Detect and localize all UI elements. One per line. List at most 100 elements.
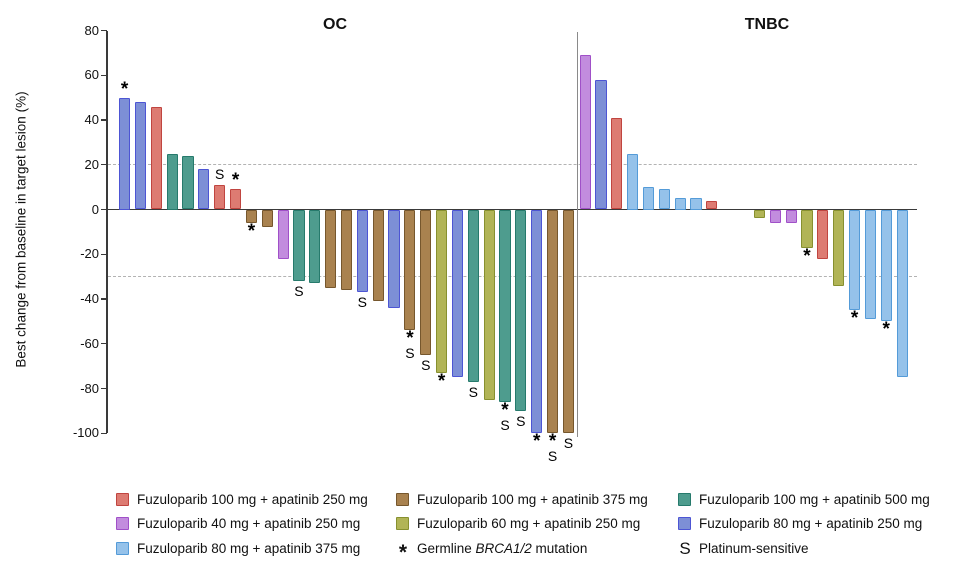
- legend-item: Fuzuloparib 80 mg + apatinib 250 mg: [678, 512, 922, 536]
- bar: [690, 198, 702, 210]
- bar: [658, 189, 670, 210]
- bar: [420, 209, 432, 355]
- bar: [753, 209, 766, 219]
- bar: [562, 209, 574, 434]
- reference-line: [108, 164, 917, 166]
- platinum-symbol: S: [679, 538, 691, 558]
- platinum-sensitive-marker: S: [405, 345, 415, 362]
- bar: [595, 79, 607, 210]
- y-axis-tick: [100, 387, 107, 390]
- brca-mutation-marker: *: [501, 399, 509, 421]
- y-axis-tick-label: -20: [80, 246, 99, 262]
- bar: [404, 209, 416, 331]
- legend-item: * Germline BRCA1/2 mutation: [396, 536, 588, 564]
- y-axis-tick: [100, 164, 107, 166]
- bar: [166, 153, 178, 210]
- bar: [214, 184, 226, 210]
- legend-item: Fuzuloparib 100 mg + apatinib 375 mg: [396, 487, 648, 511]
- brca-mutation-marker: *: [120, 78, 129, 100]
- bar: [467, 209, 479, 382]
- bar: [436, 209, 448, 373]
- bar: [515, 209, 527, 411]
- y-axis-tick-label: 0: [91, 201, 99, 217]
- y-axis-line: [106, 30, 108, 434]
- platinum-sensitive-marker: S: [516, 412, 526, 429]
- y-axis-tick: [100, 298, 107, 300]
- asterisk-symbol: *: [398, 541, 408, 564]
- legend-label: Fuzuloparib 40 mg + apatinib 250 mg: [137, 516, 361, 531]
- platinum-sensitive-marker: S: [500, 416, 510, 433]
- legend-swatch: [678, 492, 691, 506]
- legend-label: Fuzuloparib 80 mg + apatinib 250 mg: [699, 516, 923, 531]
- legend-label: Germline BRCA1/2 mutation: [417, 540, 588, 556]
- bar: [880, 209, 892, 322]
- bar: [546, 209, 559, 434]
- legend-label: Fuzuloparib 100 mg + apatinib 375 mg: [417, 491, 648, 507]
- platinum-sensitive-marker: S: [357, 294, 368, 311]
- y-axis-tick-label: -80: [80, 380, 99, 396]
- y-axis-tick: [100, 253, 107, 255]
- brca-mutation-marker: *: [882, 319, 890, 341]
- bar: [198, 169, 210, 210]
- y-axis-tick-label: -60: [80, 335, 99, 351]
- legend-item: Fuzuloparib 40 mg + apatinib 250 mg: [116, 512, 360, 536]
- legend-item: Fuzuloparib 100 mg + apatinib 500 mg: [678, 487, 930, 511]
- bar: [785, 209, 797, 223]
- legend-item: Fuzuloparib 100 mg + apatinib 250 mg: [116, 487, 368, 511]
- brca-mutation-marker: *: [548, 431, 557, 453]
- y-axis-tick-label: 80: [84, 22, 99, 38]
- bar: [229, 189, 242, 210]
- bar: [706, 200, 718, 210]
- legend-label: Fuzuloparib 80 mg + apatinib 375 mg: [137, 540, 361, 556]
- bar: [388, 209, 400, 308]
- y-axis-tick-label: -40: [80, 291, 99, 306]
- bar: [627, 153, 639, 210]
- brca-mutation-marker: *: [247, 220, 256, 242]
- platinum-sensitive-marker: S: [421, 356, 431, 373]
- bar: [579, 55, 591, 210]
- legend-label: Platinum-sensitive: [699, 540, 809, 556]
- bar: [674, 198, 686, 210]
- bar: [119, 97, 131, 210]
- bar: [134, 102, 147, 210]
- bar: [356, 209, 368, 293]
- platinum-sensitive-marker: S: [563, 435, 574, 452]
- panel-divider: [576, 32, 578, 437]
- bar: [833, 209, 845, 286]
- legend-item: S Platinum-sensitive: [678, 536, 809, 560]
- bar: [483, 209, 495, 400]
- platinum-sensitive-marker: S: [468, 383, 478, 400]
- brca-mutation-marker: *: [406, 328, 414, 350]
- bar: [864, 209, 876, 320]
- bar: [896, 209, 908, 378]
- y-axis-tick: [100, 343, 107, 345]
- bar: [277, 209, 289, 259]
- bar: [150, 106, 162, 210]
- bar: [293, 209, 305, 282]
- brca-mutation-marker: *: [532, 431, 541, 453]
- y-axis-tick: [100, 119, 107, 121]
- zero-axis-line: [108, 208, 917, 211]
- legend-label: Fuzuloparib 100 mg + apatinib 500 mg: [699, 491, 930, 507]
- platinum-sensitive-marker: S: [294, 283, 304, 300]
- bar: [642, 187, 655, 210]
- bar: [531, 209, 543, 434]
- legend-swatch: [396, 492, 409, 506]
- platinum-sensitive-marker: S: [547, 448, 558, 465]
- bar: [611, 117, 623, 210]
- brca-mutation-marker: *: [803, 245, 811, 267]
- legend-swatch: [678, 517, 691, 530]
- legend-swatch: [116, 492, 129, 506]
- y-axis-tick: [100, 74, 107, 76]
- bar: [451, 209, 464, 378]
- legend-swatch: [116, 517, 129, 530]
- bar: [372, 209, 384, 302]
- legend-item: Fuzuloparib 60 mg + apatinib 250 mg: [396, 512, 640, 536]
- y-axis-tick: [100, 432, 107, 434]
- bar: [309, 209, 321, 284]
- bar: [182, 155, 194, 210]
- reference-line: [108, 276, 917, 278]
